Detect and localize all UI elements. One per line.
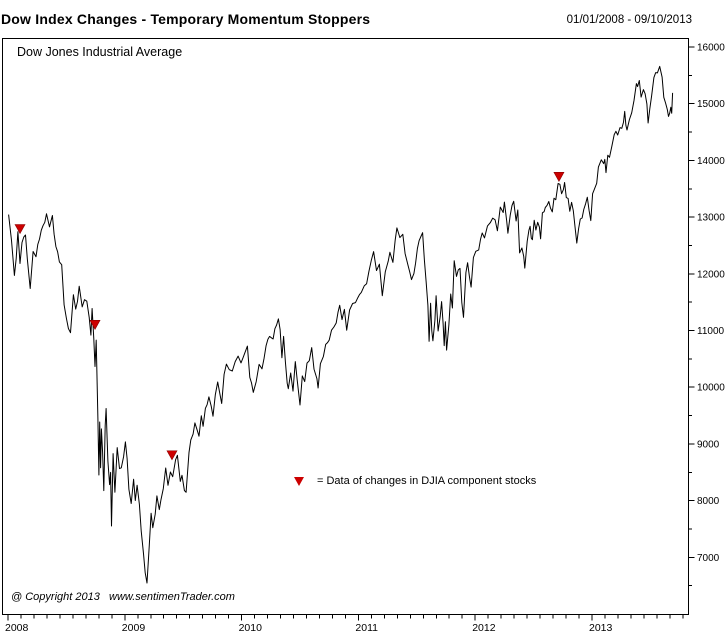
y-tick-label: 14000 <box>697 156 725 167</box>
x-tick-label: 2009 <box>122 622 146 634</box>
event-marker-legend: = Data of changes in DJIA component stoc… <box>294 475 536 487</box>
x-tick-label: 2010 <box>239 622 263 634</box>
component-change-marker <box>14 224 26 235</box>
x-axis: 2008 2009 2010 2011 2012 2013 <box>5 614 684 634</box>
y-axis: 7000 8000 9000 10000 11000 12000 13000 14000 150… <box>688 43 725 587</box>
legend-text: = Data of changes in DJIA component stoc… <box>317 475 537 487</box>
djia-series-polyline <box>8 65 674 584</box>
x-tick-label: 2011 <box>355 622 378 634</box>
y-tick-label: 9000 <box>697 439 720 450</box>
y-tick-label: 10000 <box>697 383 725 394</box>
plot-border <box>2 38 689 615</box>
red-down-triangle-icon <box>294 476 304 486</box>
y-tick-label: 11000 <box>697 326 725 337</box>
component-change-marker <box>553 172 565 182</box>
page-title: Dow Index Changes - Temporary Momentum S… <box>1 11 371 27</box>
component-change-marker <box>89 320 101 330</box>
component-change-marker <box>166 450 178 461</box>
y-tick-label: 15000 <box>697 99 725 110</box>
x-tick-label: 2012 <box>472 622 496 634</box>
plot-frame <box>2 38 689 615</box>
y-tick-label: 13000 <box>697 213 725 224</box>
x-tick-label: 2013 <box>589 622 613 634</box>
date-range-label: 01/01/2008 - 09/10/2013 <box>566 14 692 26</box>
y-tick-label: 12000 <box>697 269 725 280</box>
y-tick-label: 8000 <box>697 496 720 507</box>
copyright-watermark: @ Copyright 2013 www.sentimenTrader.com <box>11 591 235 603</box>
price-line <box>8 65 674 584</box>
event-markers <box>14 172 565 461</box>
series-label: Dow Jones Industrial Average <box>17 45 183 59</box>
x-tick-label: 2008 <box>5 622 29 634</box>
y-tick-label: 7000 <box>697 553 720 564</box>
y-tick-label: 16000 <box>697 43 725 54</box>
